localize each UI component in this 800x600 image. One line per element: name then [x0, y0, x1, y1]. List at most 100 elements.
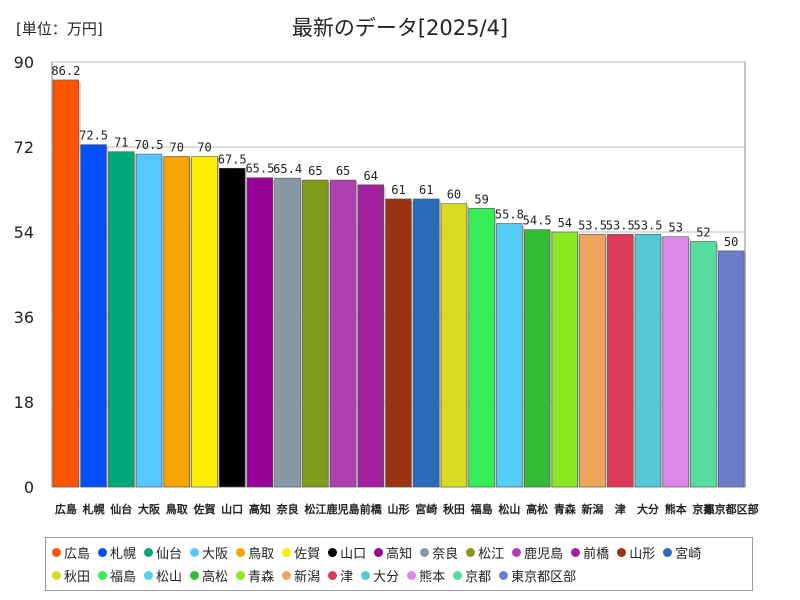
x-tick-label: 高知	[249, 502, 271, 516]
x-tick-label: 東京都区部	[704, 502, 759, 516]
data-label: 59	[474, 192, 488, 206]
bar	[607, 234, 634, 488]
bar	[246, 177, 274, 488]
legend-marker-icon	[361, 571, 371, 580]
x-tick-label: 奈良	[276, 502, 299, 516]
legend-marker-icon	[571, 548, 581, 557]
legend-item: 京都	[453, 564, 491, 587]
legend-item: 津	[328, 564, 353, 587]
data-label: 70	[170, 140, 184, 154]
legend-item: 宮崎	[663, 541, 701, 564]
bar	[163, 156, 190, 488]
y-tick-label: 90	[14, 53, 34, 72]
legend-label: 仙台	[156, 547, 183, 562]
x-tick-label: 青森	[554, 502, 577, 516]
y-tick-label: 18	[14, 393, 34, 412]
data-label: 67.5	[218, 152, 247, 166]
x-tick-label: 津	[615, 502, 626, 516]
legend-label: 熊本	[419, 570, 446, 585]
data-label: 53.5	[634, 218, 663, 232]
legend-label: 高知	[386, 547, 413, 562]
legend-label: 宮崎	[675, 547, 702, 562]
bar	[357, 184, 384, 488]
bar	[440, 203, 468, 488]
legend-marker-icon	[144, 571, 154, 580]
data-label: 65.4	[273, 162, 302, 176]
x-tick-label: 大分	[637, 502, 659, 516]
legend-item: 青森	[236, 564, 274, 587]
data-label: 64	[364, 169, 378, 183]
bar	[662, 236, 689, 488]
legend-item: 高知	[374, 541, 412, 564]
legend-marker-icon	[466, 548, 476, 557]
bar	[219, 167, 246, 488]
legend-item: 鹿児島	[512, 541, 563, 564]
x-tick-label: 広島	[55, 502, 77, 516]
legend-label: 大阪	[202, 547, 229, 562]
unit-label: [単位：万円]	[16, 20, 103, 38]
legend-marker-icon	[236, 571, 246, 580]
data-label: 53	[668, 221, 682, 235]
legend-item: 大分	[361, 564, 399, 587]
data-label: 54.5	[523, 214, 552, 228]
legend-item: 福島	[98, 564, 136, 587]
x-tick-label: 鹿児島	[327, 502, 360, 516]
legend-item: 前橋	[571, 541, 609, 564]
legend-label: 鳥取	[248, 547, 275, 562]
legend-item: 東京都区部	[499, 564, 576, 587]
data-label: 54	[558, 216, 572, 230]
legend-item: 秋田	[52, 564, 90, 587]
x-tick-label: 福島	[470, 502, 493, 516]
legend-marker-icon	[190, 548, 200, 557]
legend-marker-icon	[98, 548, 108, 557]
bar	[302, 179, 329, 488]
x-tick-label: 新潟	[582, 502, 604, 516]
data-label: 65	[308, 164, 322, 178]
bar	[690, 241, 717, 488]
legend-item: 松山	[144, 564, 182, 587]
legend-label: 山口	[340, 547, 367, 562]
data-label: 53.5	[578, 218, 607, 232]
legend-marker-icon	[282, 548, 292, 557]
legend-item: 鳥取	[236, 541, 274, 564]
y-tick-label: 36	[14, 308, 34, 327]
data-label: 52	[696, 225, 710, 239]
legend-label: 佐賀	[294, 547, 321, 562]
legend-marker-icon	[328, 548, 338, 557]
bar	[191, 156, 218, 488]
legend-item: 広島	[52, 541, 90, 564]
x-tick-label: 京都	[692, 502, 714, 516]
bar	[274, 177, 301, 488]
legend-marker-icon	[512, 548, 522, 557]
bar	[108, 151, 135, 488]
legend-marker-icon	[374, 548, 384, 557]
legend-label: 秋田	[64, 570, 91, 585]
legend-label: 東京都区部	[511, 570, 577, 585]
legend-label: 山形	[629, 547, 656, 562]
bar	[80, 144, 107, 488]
chart-legend: 広島 札幌 仙台 大阪 鳥取 佐賀 山口 高知 奈良 松江 鹿児島 前橋 山形 宮崎 秋田 福島 松山 高松 青森 新…	[45, 537, 753, 591]
legend-marker-icon	[144, 548, 154, 557]
bar	[579, 234, 606, 488]
legend-label: 新潟	[294, 570, 321, 585]
legend-marker-icon	[190, 571, 200, 580]
bar	[717, 250, 745, 488]
legend-marker-icon	[282, 571, 292, 580]
bar	[135, 153, 163, 488]
x-tick-label: 大阪	[138, 502, 161, 516]
bar	[413, 198, 440, 488]
bar	[634, 234, 662, 488]
x-tick-label: 高松	[526, 502, 548, 516]
legend-marker-icon	[52, 548, 61, 557]
x-tick-label: 鳥取	[166, 502, 188, 516]
x-tick-label: 山形	[388, 502, 410, 516]
x-tick-label: 佐賀	[192, 502, 215, 516]
x-tick-label: 宮崎	[415, 502, 437, 516]
data-label: 72.5	[79, 129, 108, 143]
y-tick-label: 54	[14, 223, 34, 242]
data-label: 61	[391, 183, 405, 197]
bar	[523, 229, 551, 488]
y-tick-label: 0	[24, 478, 34, 497]
x-tick-label: 秋田	[443, 502, 465, 516]
legend-label: 京都	[465, 570, 492, 585]
